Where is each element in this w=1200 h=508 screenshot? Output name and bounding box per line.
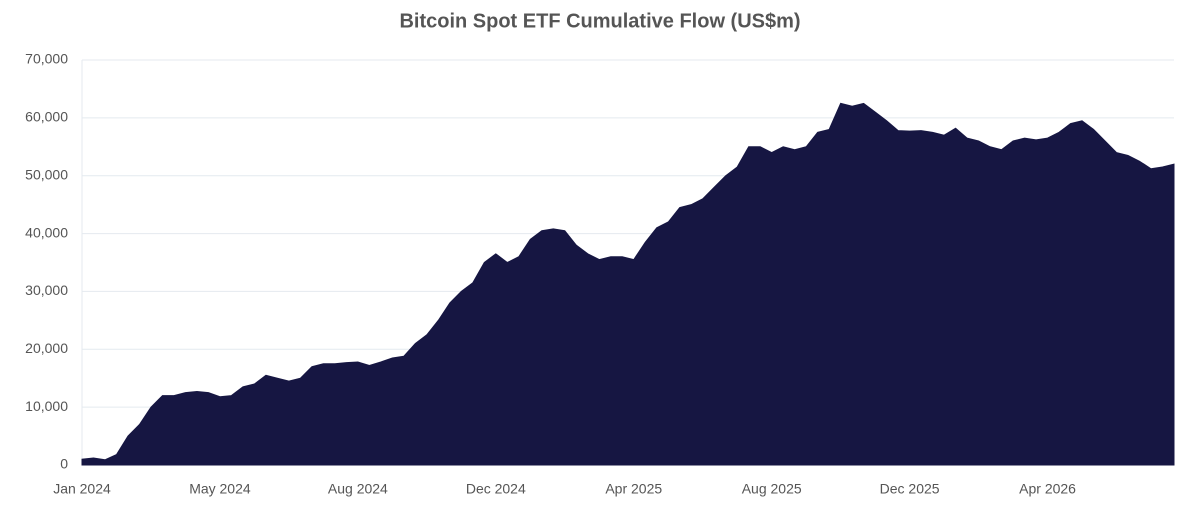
x-tick-label: May 2024 <box>189 481 251 497</box>
x-tick-label: Dec 2025 <box>880 481 940 497</box>
area <box>81 102 1175 466</box>
y-tick-label: 70,000 <box>25 51 68 67</box>
x-tick-label: Aug 2025 <box>742 481 802 497</box>
x-tick-label: Apr 2026 <box>1019 481 1076 497</box>
y-tick-label: 10,000 <box>25 398 68 414</box>
chart-title: Bitcoin Spot ETF Cumulative Flow (US$m) <box>399 10 800 32</box>
y-tick-label: 60,000 <box>25 109 68 125</box>
y-tick-label: 20,000 <box>25 340 68 356</box>
x-tick-label: Dec 2024 <box>466 481 526 497</box>
y-tick-label: 30,000 <box>25 282 68 298</box>
x-tick-label: Apr 2025 <box>605 481 662 497</box>
x-tick-label: Aug 2024 <box>328 481 388 497</box>
y-tick-label: 40,000 <box>25 224 68 240</box>
y-tick-label: 0 <box>60 456 68 472</box>
y-tick-label: 50,000 <box>25 166 68 182</box>
x-tick-label: Jan 2024 <box>53 481 111 497</box>
